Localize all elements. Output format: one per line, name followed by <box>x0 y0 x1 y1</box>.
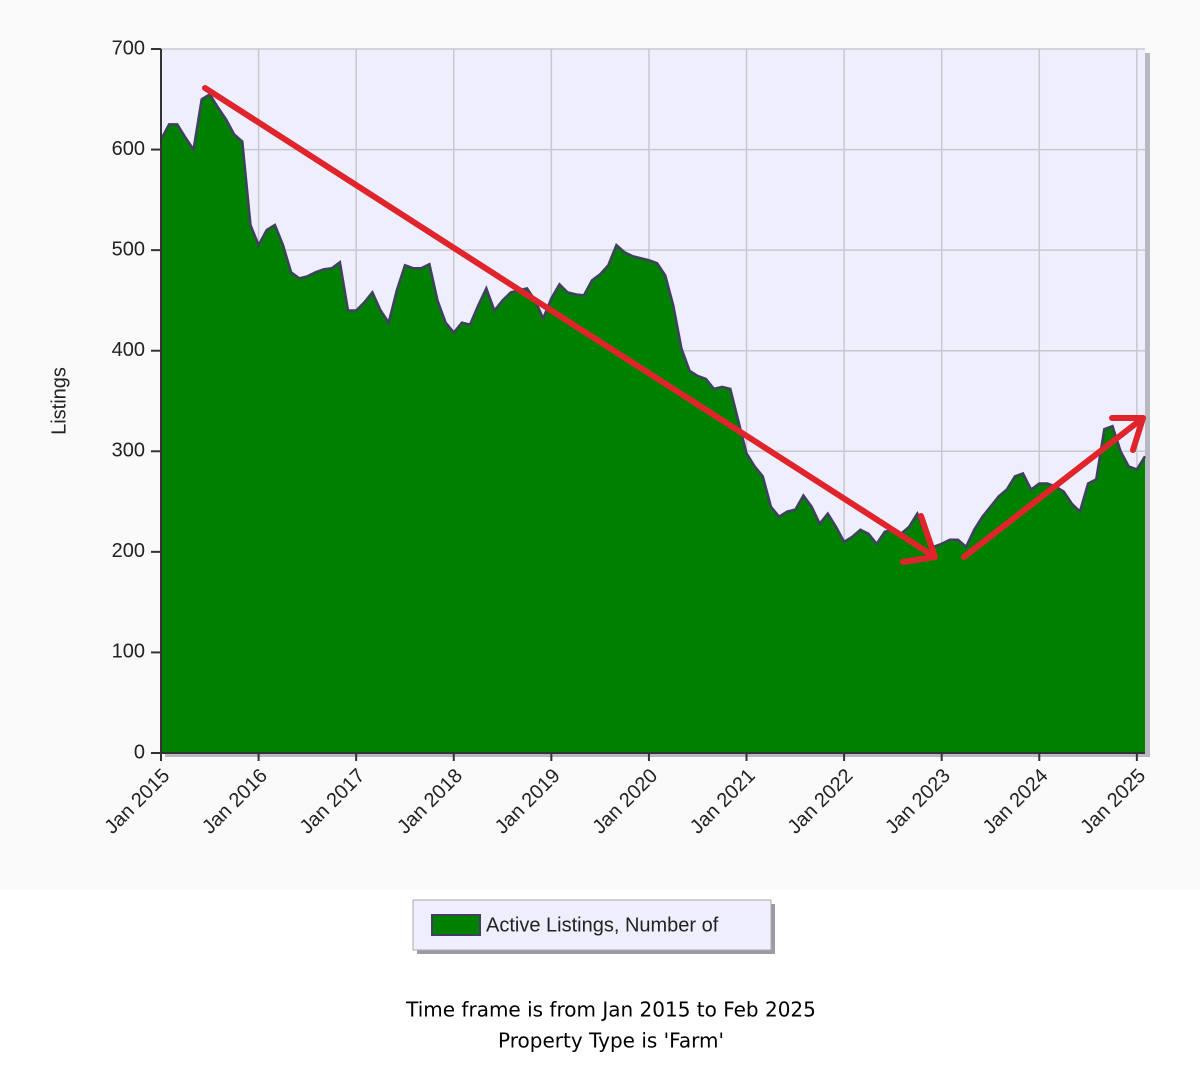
legend: Active Listings, Number of <box>412 899 775 954</box>
y-tick-label: 100 <box>112 641 145 663</box>
annotation-arrows <box>202 85 1146 565</box>
footer-note: Property Type is 'Farm' <box>498 1029 724 1053</box>
arrow-head <box>900 513 938 565</box>
y-tick-label: 400 <box>112 339 145 361</box>
y-tick-label: 500 <box>112 238 145 260</box>
arrow-head <box>1109 415 1146 453</box>
area <box>161 94 1145 754</box>
y-tick-label: 200 <box>112 540 145 562</box>
trend-arrow-up <box>961 415 1146 560</box>
y-tick-label: 600 <box>112 138 145 160</box>
legend-swatch <box>431 914 481 936</box>
y-tick-label: 0 <box>134 741 145 763</box>
y-tick-label: 300 <box>112 440 145 462</box>
area-outline <box>159 92 1147 549</box>
legend-label: Active Listings, Number of <box>486 914 719 936</box>
y-axis-title: Listings <box>48 367 70 435</box>
footer-note: Time frame is from Jan 2015 to Feb 2025 <box>405 998 816 1022</box>
y-tick-label: 700 <box>112 37 145 59</box>
trend-arrow-down <box>202 85 938 560</box>
